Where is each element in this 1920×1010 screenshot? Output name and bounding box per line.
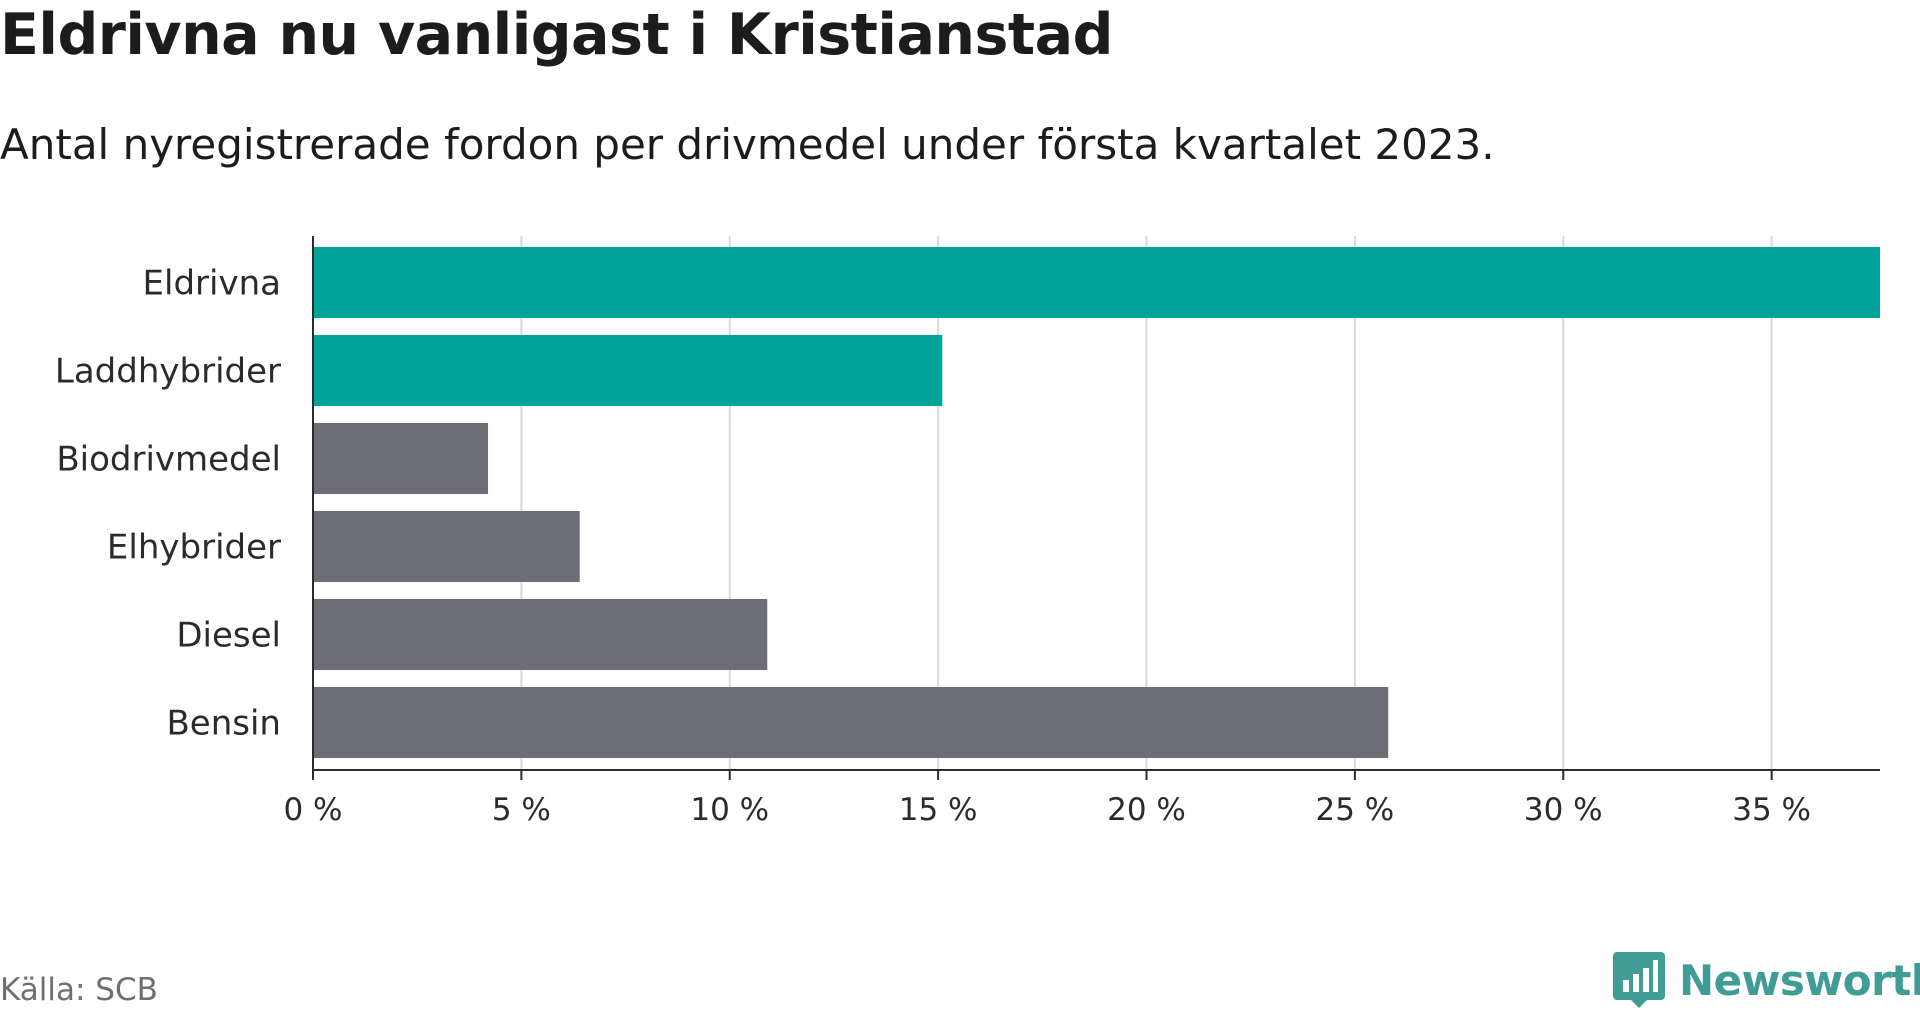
bar-eldrivna — [313, 247, 1880, 318]
source-note: Källa: SCB — [0, 972, 158, 1008]
category-label: Bensin — [166, 704, 281, 744]
category-label: Laddhybrider — [55, 352, 281, 392]
x-tick-label: 25 % — [1316, 792, 1395, 828]
newsworthy-logo: Newsworthy — [1613, 950, 1920, 1010]
bar-laddhybrider — [313, 335, 943, 406]
category-label: Elhybrider — [107, 528, 281, 568]
newsworthy-logo-icon — [1613, 952, 1665, 1008]
x-tick-label: 35 % — [1732, 792, 1811, 828]
x-tick-label: 30 % — [1524, 792, 1603, 828]
x-tick-label: 5 % — [492, 792, 551, 828]
x-tick-label: 20 % — [1107, 792, 1186, 828]
newsworthy-logo-text: Newsworthy — [1679, 955, 1920, 1005]
x-tick-label: 15 % — [899, 792, 978, 828]
x-tick-label: 10 % — [690, 792, 769, 828]
bar-bensin — [313, 687, 1389, 758]
bar-diesel — [313, 599, 768, 670]
category-label: Biodrivmedel — [56, 440, 281, 480]
bar-biodrivmedel — [313, 423, 489, 494]
bar-chart: Eldrivna Laddhybrider Biodrivmedel Elhybrid… — [55, 236, 1880, 828]
chart-title: Eldrivna nu vanligast i Kristianstad — [0, 2, 1113, 68]
x-tick-label: 0 % — [283, 792, 342, 828]
category-label: Diesel — [176, 616, 281, 656]
bar-elhybrider — [313, 511, 580, 582]
chart-subtitle: Antal nyregistrerade fordon per drivmede… — [0, 120, 1495, 169]
category-label: Eldrivna — [143, 264, 281, 304]
